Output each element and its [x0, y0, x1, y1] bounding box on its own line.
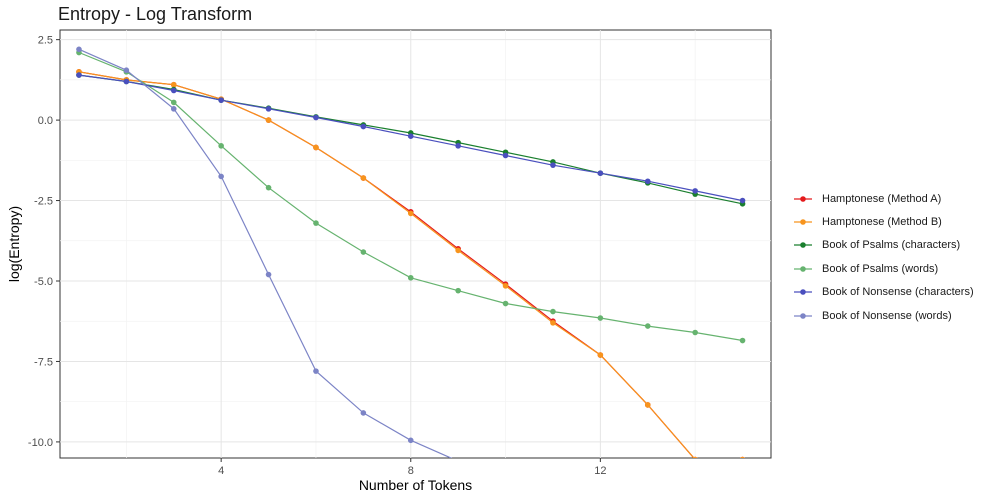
axes: 4 8 12 2.5 0.0 -2.5 -5.0 -7.5 -10.0 [28, 35, 607, 477]
data-point [265, 271, 272, 278]
legend-key [793, 192, 813, 206]
data-point [455, 458, 461, 464]
data-point [265, 184, 272, 191]
data-point [76, 72, 82, 78]
legend-label: Hamptonese (Method B) [822, 216, 942, 229]
legend: Hamptonese (Method A) Hamptonese (Method … [793, 187, 974, 327]
y-tick-label: 0.0 [38, 115, 53, 127]
data-point [170, 106, 177, 112]
y-tick-label: -2.5 [34, 196, 53, 208]
x-tick-label: 12 [594, 465, 606, 477]
data-point [597, 315, 604, 321]
data-point [407, 210, 414, 217]
data-point [123, 78, 130, 85]
data-point [313, 114, 319, 121]
data-point [360, 175, 367, 181]
chart-title: Entropy - Log Transform [58, 4, 253, 24]
x-tick-label: 4 [218, 465, 224, 477]
data-point [550, 320, 556, 326]
legend-label: Book of Psalms (words) [822, 262, 939, 275]
data-point [502, 300, 509, 307]
data-point [76, 46, 82, 53]
data-point [455, 143, 461, 149]
x-tick-label: 8 [408, 465, 414, 477]
data-point [313, 144, 319, 151]
legend-item: Book of Nonsense (words) [793, 304, 974, 327]
data-point [692, 188, 698, 194]
legend-key [793, 262, 813, 276]
data-point [313, 368, 319, 374]
legend-item: Book of Nonsense (characters) [793, 281, 974, 304]
data-point [170, 87, 177, 94]
data-point [550, 308, 556, 315]
data-point [550, 162, 556, 168]
data-point [360, 123, 367, 130]
data-point [313, 220, 319, 226]
y-tick-label: -7.5 [34, 356, 53, 368]
data-point [360, 410, 367, 416]
legend-item: Book of Psalms (words) [793, 257, 974, 280]
series-lines [76, 46, 746, 464]
data-point [265, 106, 272, 112]
legend-label: Hamptonese (Method A) [822, 192, 942, 205]
data-point [218, 173, 224, 180]
data-point [455, 247, 461, 254]
data-point [740, 456, 745, 458]
data-point [503, 458, 509, 464]
data-point [218, 143, 224, 149]
data-point [644, 323, 651, 329]
data-point [502, 152, 509, 159]
legend-key [793, 215, 813, 229]
y-axis-title: log(Entropy) [6, 206, 22, 282]
data-point [407, 133, 414, 139]
gridlines [60, 30, 771, 458]
y-tick-label: 2.5 [38, 35, 53, 47]
data-point [170, 81, 177, 88]
legend-key [793, 309, 813, 323]
plot-panel [59, 29, 772, 459]
data-point [644, 178, 651, 185]
legend-key [793, 285, 813, 299]
data-point [740, 458, 746, 464]
data-point [692, 329, 698, 336]
data-point [407, 274, 414, 281]
data-point [218, 97, 224, 103]
data-point [265, 117, 272, 123]
legend-item: Book of Psalms (characters) [793, 234, 974, 257]
data-point [645, 458, 651, 464]
legend-item: Hamptonese (Method B) [793, 210, 974, 233]
data-point [407, 437, 414, 444]
data-point [502, 283, 509, 289]
x-axis-title: Number of Tokens [359, 477, 472, 493]
data-point [739, 337, 746, 344]
data-point [455, 287, 461, 294]
legend-item: Hamptonese (Method A) [793, 187, 974, 210]
y-tick-label: -10.0 [28, 437, 53, 449]
data-point [360, 249, 367, 255]
y-tick-label: -5.0 [34, 276, 53, 288]
data-point [739, 197, 746, 204]
data-point [123, 67, 130, 74]
data-point [597, 352, 604, 358]
legend-label: Book of Nonsense (words) [822, 309, 952, 322]
legend-label: Book of Psalms (characters) [822, 239, 961, 252]
data-point [170, 99, 177, 106]
data-point [644, 402, 651, 408]
data-point [597, 170, 604, 177]
data-point [692, 458, 698, 464]
data-point [692, 456, 698, 458]
data-point [550, 458, 556, 464]
legend-key [793, 238, 813, 252]
legend-label: Book of Nonsense (characters) [822, 286, 974, 299]
